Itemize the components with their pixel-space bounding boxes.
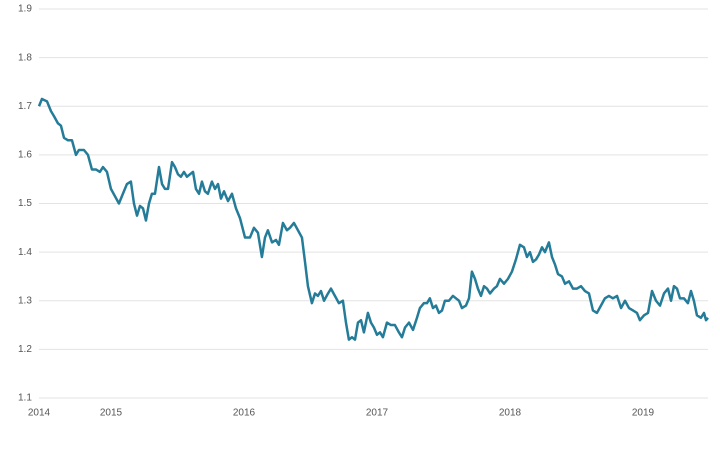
y-tick-label: 1.2 [18,344,32,355]
y-tick-label: 1.7 [18,101,32,112]
x-tick-label: 2016 [233,408,256,419]
y-tick-label: 1.9 [18,4,32,15]
x-tick-label: 2015 [100,408,123,419]
y-tick-label: 1.1 [18,393,32,404]
x-tick-label: 2014 [28,408,51,419]
x-tick-label: 2018 [499,408,522,419]
data-line [37,97,709,341]
x-tick-label: 2019 [632,408,655,419]
y-tick-label: 1.4 [18,247,32,258]
x-tick-label: 2017 [366,408,389,419]
y-tick-label: 1.8 [18,52,32,63]
y-tick-label: 1.5 [18,198,32,209]
y-tick-label: 1.3 [18,295,32,306]
y-tick-label: 1.6 [18,150,32,161]
